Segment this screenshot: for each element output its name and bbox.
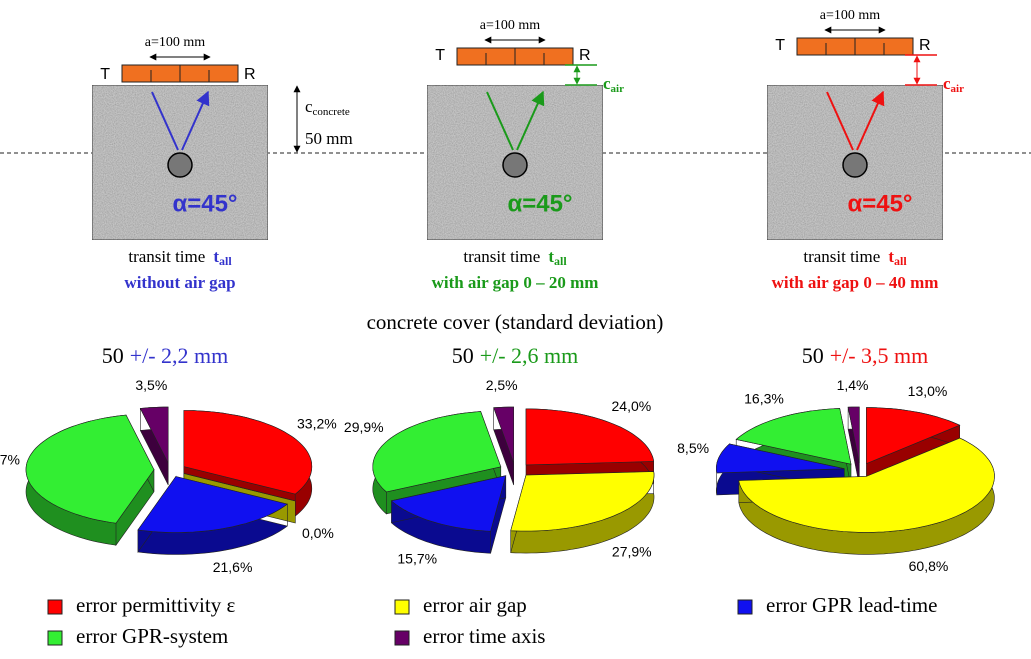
value-label: 33,2% [297,415,337,431]
value-label: 27,9% [612,543,652,559]
r-label: R [579,47,591,64]
rebar [843,153,867,177]
value-label: 16,3% [744,390,784,406]
legend-swatch [48,600,62,614]
gap-label-sub: concrete [313,106,350,118]
pie-title: 50+/- 2,6 mm [452,343,579,368]
pie-title-main: 50 [802,343,824,368]
value-label: 21,6% [213,559,253,575]
t-label: T [100,66,110,83]
condition-label: with air gap 0 – 20 mm [432,273,599,292]
pie-title-main: 50 [102,343,124,368]
pie-title: 50+/- 2,2 mm [102,343,229,368]
angle-label: α=45° [172,190,237,217]
width-label: a=100 mm [820,8,880,23]
t-label: T [775,37,785,54]
pie-title: 50+/- 3,5 mm [802,343,929,368]
legend-label: error air gap [423,593,527,617]
t-all-sub: all [894,254,907,268]
rebar [168,153,192,177]
t-label: T [435,47,445,64]
pie-title-sub: +/- 3,5 mm [830,343,929,368]
cover-title: concrete cover (standard deviation) [367,310,664,334]
figure: concrete cover (standard deviation) a=10… [0,0,1031,659]
value-label: 0,0% [302,525,334,541]
pie-title-sub: +/- 2,6 mm [480,343,579,368]
angle-label: α=45° [507,190,572,217]
value-label: 1,4% [837,377,869,393]
value-label: 8,5% [677,440,709,456]
width-label: a=100 mm [480,18,540,33]
transit-text: transit time [128,247,205,266]
t-all-sub: all [554,254,567,268]
t-all-sub: all [219,254,232,268]
gap-label-sub: air [951,83,965,95]
gap-label: cair [943,74,964,95]
legend-label: error time axis [423,624,545,648]
value-label: 2,5% [486,377,518,393]
legend-swatch [738,600,752,614]
r-label: R [244,66,256,83]
value-label: 41,7% [0,452,20,468]
legend-swatch [395,600,409,614]
value-label: 15,7% [397,551,437,567]
width-label: a=100 mm [145,35,205,50]
condition-label: with air gap 0 – 40 mm [772,273,939,292]
condition-label: without air gap [124,273,235,292]
legend-label: error GPR lead-time [766,593,937,617]
gap-label: cconcrete [305,97,350,118]
value-label: 13,0% [908,383,948,399]
value-label: 3,5% [135,377,167,393]
transit-text: transit time [463,247,540,266]
transit-text: transit time [803,247,880,266]
value-label: 29,9% [344,419,384,435]
pie-title-sub: +/- 2,2 mm [130,343,229,368]
depth-label: 50 mm [305,129,353,148]
legend-swatch [48,631,62,645]
gap-label: cair [603,74,624,95]
legend-label: error permittivity ε [76,593,235,617]
pie-title-main: 50 [452,343,474,368]
gap-label-sub: air [611,83,625,95]
legend-label: error GPR-system [76,624,228,648]
pie-slice [526,409,654,465]
legend-swatch [395,631,409,645]
r-label: R [919,37,931,54]
value-label: 60,8% [909,558,949,574]
rebar [503,153,527,177]
angle-label: α=45° [847,190,912,217]
value-label: 24,0% [612,398,652,414]
